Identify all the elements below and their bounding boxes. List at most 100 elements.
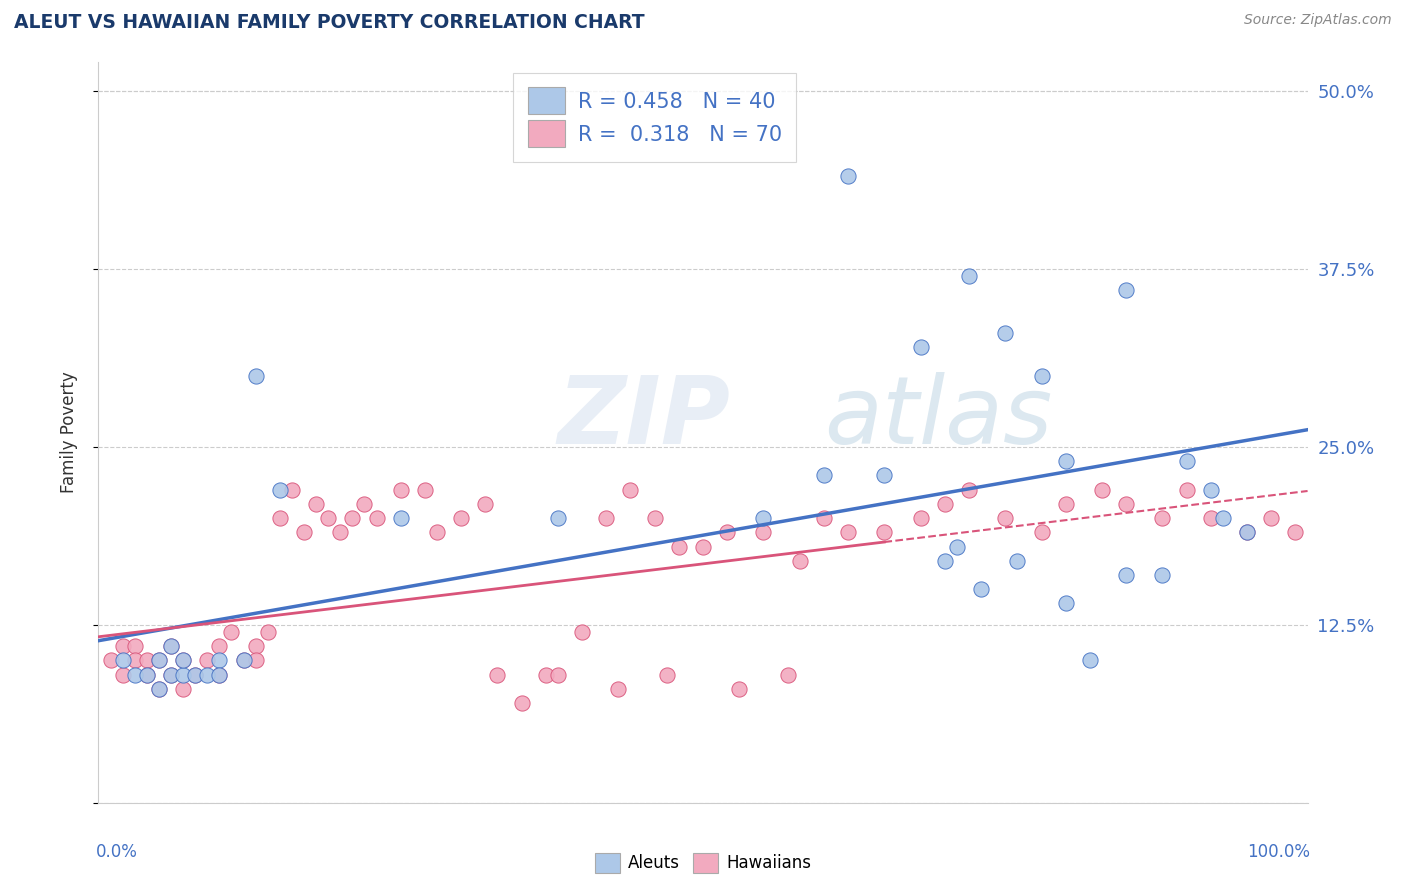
Point: [1007, 554, 1029, 568]
Point: [245, 639, 267, 653]
Point: [934, 497, 956, 511]
Point: [208, 667, 231, 681]
Point: [148, 681, 170, 696]
Point: [837, 525, 859, 540]
Point: [1054, 497, 1077, 511]
Text: ALEUT VS HAWAIIAN FAMILY POVERTY CORRELATION CHART: ALEUT VS HAWAIIAN FAMILY POVERTY CORRELA…: [14, 13, 645, 32]
Point: [970, 582, 993, 597]
Point: [245, 368, 267, 383]
Point: [292, 525, 315, 540]
Point: [1054, 597, 1077, 611]
Point: [571, 624, 593, 639]
Point: [474, 497, 496, 511]
Text: ZIP: ZIP: [558, 372, 731, 464]
Point: [172, 653, 194, 667]
Point: [655, 667, 678, 681]
Point: [1199, 511, 1222, 525]
Point: [873, 525, 896, 540]
Point: [607, 681, 630, 696]
Point: [172, 681, 194, 696]
Point: [1236, 525, 1258, 540]
Point: [148, 681, 170, 696]
Text: 0.0%: 0.0%: [96, 843, 138, 861]
Point: [353, 497, 375, 511]
Point: [510, 696, 533, 710]
Point: [135, 667, 157, 681]
Point: [813, 468, 835, 483]
Point: [534, 667, 557, 681]
Point: [752, 511, 775, 525]
Point: [910, 511, 932, 525]
Point: [184, 667, 207, 681]
Point: [135, 667, 157, 681]
Point: [1152, 511, 1174, 525]
Point: [547, 667, 569, 681]
Point: [111, 653, 134, 667]
Point: [389, 483, 412, 497]
Point: [837, 169, 859, 184]
Point: [160, 667, 183, 681]
Point: [1115, 497, 1137, 511]
Point: [111, 667, 134, 681]
Point: [184, 667, 207, 681]
Point: [195, 667, 218, 681]
Point: [692, 540, 714, 554]
Text: Source: ZipAtlas.com: Source: ZipAtlas.com: [1244, 13, 1392, 28]
Point: [160, 667, 183, 681]
Point: [450, 511, 472, 525]
Point: [316, 511, 339, 525]
Point: [124, 639, 146, 653]
Point: [668, 540, 690, 554]
Point: [148, 653, 170, 667]
Point: [728, 681, 751, 696]
Point: [644, 511, 666, 525]
Point: [256, 624, 278, 639]
Point: [281, 483, 304, 497]
Point: [305, 497, 328, 511]
Point: [1284, 525, 1306, 540]
Point: [426, 525, 449, 540]
Point: [619, 483, 641, 497]
Point: [873, 468, 896, 483]
Point: [160, 639, 183, 653]
Point: [329, 525, 352, 540]
Point: [789, 554, 811, 568]
Point: [124, 653, 146, 667]
Point: [994, 511, 1017, 525]
Text: atlas: atlas: [824, 372, 1052, 463]
Point: [776, 667, 799, 681]
Point: [221, 624, 243, 639]
Point: [232, 653, 254, 667]
Point: [595, 511, 617, 525]
Point: [135, 653, 157, 667]
Point: [1236, 525, 1258, 540]
Point: [1199, 483, 1222, 497]
Point: [1212, 511, 1234, 525]
Legend: R = 0.458   N = 40, R =  0.318   N = 70: R = 0.458 N = 40, R = 0.318 N = 70: [513, 73, 796, 161]
Point: [957, 483, 980, 497]
Point: [486, 667, 509, 681]
Point: [342, 511, 364, 525]
Point: [946, 540, 969, 554]
Point: [716, 525, 738, 540]
Point: [111, 639, 134, 653]
Y-axis label: Family Poverty: Family Poverty: [59, 372, 77, 493]
Point: [269, 483, 291, 497]
Point: [208, 639, 231, 653]
Point: [1078, 653, 1101, 667]
Legend: Aleuts, Hawaiians: Aleuts, Hawaiians: [588, 847, 818, 880]
Point: [148, 653, 170, 667]
Point: [269, 511, 291, 525]
Point: [208, 667, 231, 681]
Point: [1031, 368, 1053, 383]
Point: [232, 653, 254, 667]
Point: [934, 554, 956, 568]
Point: [1260, 511, 1282, 525]
Point: [1115, 283, 1137, 297]
Point: [547, 511, 569, 525]
Point: [957, 268, 980, 283]
Point: [413, 483, 436, 497]
Point: [208, 653, 231, 667]
Point: [910, 340, 932, 354]
Point: [389, 511, 412, 525]
